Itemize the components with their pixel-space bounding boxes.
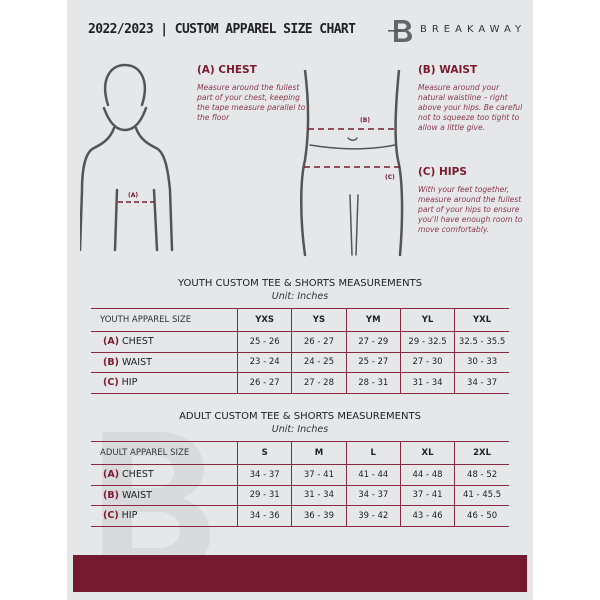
row-label: (C) HIP [91, 372, 238, 394]
hips-marker: (C) [385, 174, 395, 181]
row-header: ADULT APPAREL SIZE [91, 441, 238, 465]
table-row: (A) CHEST 25 - 26 26 - 27 27 - 29 29 - 32… [91, 331, 509, 353]
cell: 23 - 24 [236, 351, 292, 373]
size-header: YXS [236, 308, 292, 332]
cell: 32.5 - 35.5 [454, 331, 509, 353]
youth-section-title: YOUTH CUSTOM TEE & SHORTS MEASUREMENTS [177, 278, 423, 289]
cell: 34 - 36 [236, 505, 292, 527]
cell: 26 - 27 [236, 372, 292, 394]
adult-section-title: ADULT CUSTOM TEE & SHORTS MEASUREMENTS [179, 411, 421, 422]
cell: 46 - 50 [454, 505, 509, 527]
cell: 37 - 41 [291, 464, 347, 486]
breakaway-logo-icon [388, 20, 412, 42]
row-label: (C) HIP [91, 505, 238, 527]
cell: 31 - 34 [399, 372, 455, 394]
waist-heading: (B) WAIST [418, 64, 478, 76]
cell: 31 - 34 [291, 484, 347, 506]
table-row: (C) HIP 34 - 36 36 - 39 39 - 42 43 - 46 4… [91, 505, 509, 527]
row-label: (A) CHEST [91, 464, 238, 486]
table-header-row: YOUTH APPAREL SIZE YXS YS YM YL YXL [91, 308, 509, 332]
youth-unit: Unit: Inches [271, 291, 329, 302]
size-header: S [236, 441, 292, 465]
upper-body-figure: (A) [80, 63, 174, 252]
cell: 29 - 32.5 [399, 331, 455, 353]
adult-size-table: ADULT APPAREL SIZE S M L XL 2XL (A) CHEST… [91, 441, 509, 527]
size-header: 2XL [454, 441, 509, 465]
cell: 36 - 39 [291, 505, 347, 527]
cell: 43 - 46 [399, 505, 455, 527]
cell: 37 - 41 [399, 484, 455, 506]
cell: 26 - 27 [291, 331, 347, 353]
footer-bar [73, 555, 527, 592]
size-header: YL [399, 308, 455, 332]
hips-description: With your feet together, measure around … [418, 185, 523, 234]
waist-description: Measure around your natural waistline – … [418, 83, 523, 132]
cell: 39 - 42 [345, 505, 401, 527]
cell: 30 - 33 [454, 351, 509, 373]
size-header: YM [345, 308, 401, 332]
row-label: (B) WAIST [91, 484, 238, 506]
chest-marker: (A) [128, 192, 138, 199]
cell: 48 - 52 [454, 464, 509, 486]
chest-heading: (A) CHEST [197, 64, 257, 76]
cell: 41 - 45.5 [454, 484, 509, 506]
page-title: 2022/2023 | CUSTOM APPAREL SIZE CHART [88, 22, 356, 37]
cell: 28 - 31 [345, 372, 401, 394]
waist-marker: (B) [360, 117, 370, 124]
cell: 34 - 37 [236, 464, 292, 486]
hips-heading: (C) HIPS [418, 166, 467, 178]
size-header: YS [291, 308, 347, 332]
adult-unit: Unit: Inches [271, 424, 329, 435]
cell: 27 - 28 [291, 372, 347, 394]
table-row: (A) CHEST 34 - 37 37 - 41 41 - 44 44 - 48… [91, 464, 509, 486]
row-header: YOUTH APPAREL SIZE [91, 308, 238, 332]
cell: 27 - 30 [399, 351, 455, 373]
table-row: (B) WAIST 23 - 24 24 - 25 25 - 27 27 - 30… [91, 351, 509, 373]
lower-body-figure: (B) (C) [300, 70, 404, 257]
cell: 41 - 44 [345, 464, 401, 486]
size-header: YXL [454, 308, 509, 332]
cell: 27 - 29 [345, 331, 401, 353]
cell: 44 - 48 [399, 464, 455, 486]
size-header: M [291, 441, 347, 465]
chest-description: Measure around the fullest part of your … [197, 83, 306, 122]
cell: 34 - 37 [345, 484, 401, 506]
row-label: (B) WAIST [91, 351, 238, 373]
row-label: (A) CHEST [91, 331, 238, 353]
youth-size-table: YOUTH APPAREL SIZE YXS YS YM YL YXL (A) C… [91, 308, 509, 394]
cell: 29 - 31 [236, 484, 292, 506]
table-header-row: ADULT APPAREL SIZE S M L XL 2XL [91, 441, 509, 465]
cell: 34 - 37 [454, 372, 509, 394]
table-row: (B) WAIST 29 - 31 31 - 34 34 - 37 37 - 41… [91, 484, 509, 506]
size-header: L [345, 441, 401, 465]
cell: 25 - 26 [236, 331, 292, 353]
table-row: (C) HIP 26 - 27 27 - 28 28 - 31 31 - 34 3… [91, 372, 509, 394]
brand-name: BREAKAWAY [420, 24, 527, 35]
cell: 24 - 25 [291, 351, 347, 373]
size-header: XL [399, 441, 455, 465]
cell: 25 - 27 [345, 351, 401, 373]
